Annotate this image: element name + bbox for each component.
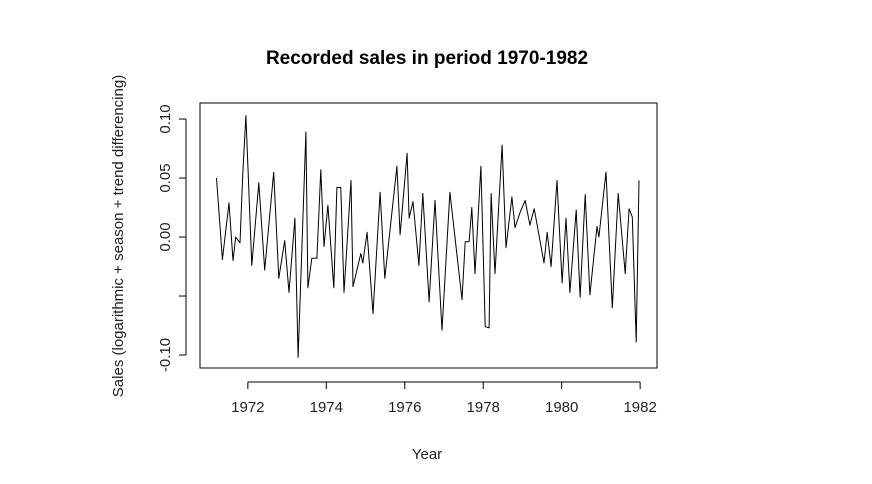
x-tick-label: 1976 <box>388 399 421 416</box>
series-line-sales <box>216 115 640 358</box>
x-tick-label: 1974 <box>310 399 343 416</box>
x-tick-label: 1982 <box>623 399 656 416</box>
plot-frame <box>199 102 658 369</box>
x-tick-label: 1978 <box>467 399 500 416</box>
x-tick-label: 1980 <box>545 399 578 416</box>
y-tick-label: -0.10 <box>157 338 174 372</box>
chart-title: Recorded sales in period 1970-1982 <box>266 48 588 69</box>
series-group <box>216 115 640 358</box>
x-axis-title: Year <box>412 446 442 463</box>
y-tick-label: 0.10 <box>157 104 174 133</box>
y-tick-label: 0.00 <box>157 222 174 251</box>
x-axis: 1972 1974 1976 1978 1980 1982 <box>231 381 657 416</box>
y-axis-title: Sales (logarithmic + season + trend diff… <box>110 75 127 397</box>
y-axis: -0.10 0.00 0.05 0.10 <box>157 104 187 372</box>
x-tick-label: 1972 <box>231 399 264 416</box>
y-tick-label: 0.05 <box>157 163 174 192</box>
